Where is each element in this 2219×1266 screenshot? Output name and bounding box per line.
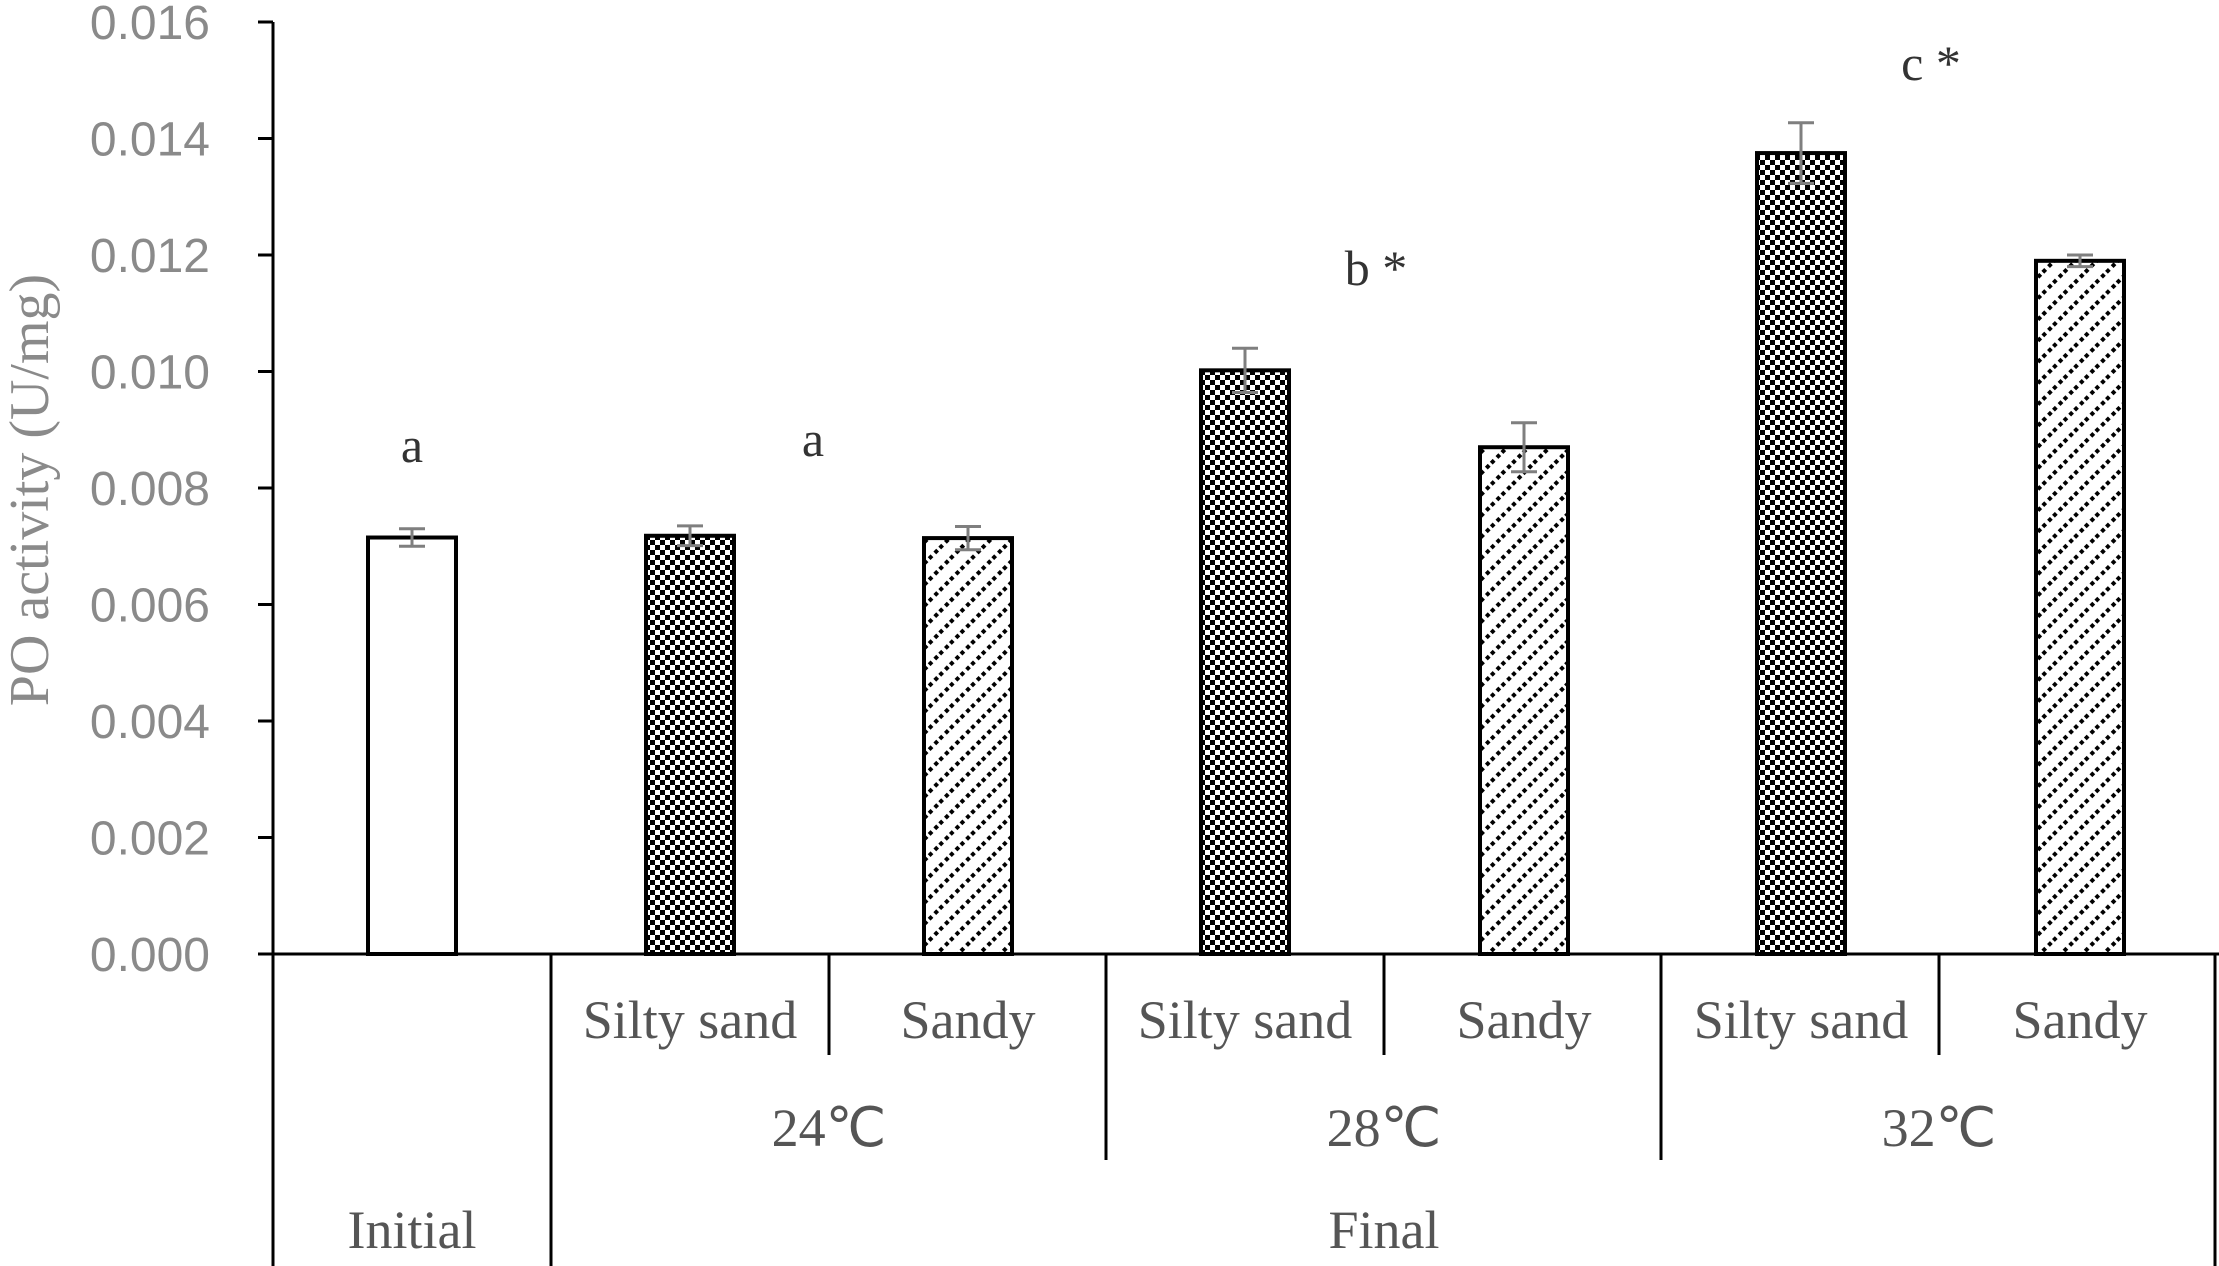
stage-label: Final [1328,1200,1439,1260]
bar [1199,368,1291,956]
y-tick-label: 0.014 [90,114,210,167]
y-tick-label: 0.012 [90,230,210,283]
soil-type-label: Silty sand [583,990,798,1050]
significance-label: a [401,417,423,473]
temperature-label: 24℃ [772,1098,887,1158]
bar [1478,445,1570,956]
bar [644,533,736,956]
y-axis-title: PO activity (U/mg) [0,274,61,706]
y-tick-label: 0.016 [90,0,210,50]
soil-type-label: Sandy [1457,990,1592,1050]
soil-type-label: Sandy [901,990,1036,1050]
bar [2034,258,2126,956]
y-tick-label: 0.002 [90,813,210,866]
significance-label: b * [1345,240,1408,296]
soil-type-label: Silty sand [1138,990,1353,1050]
significance-label: c * [1901,35,1961,91]
temperature-label: 32℃ [1882,1098,1997,1158]
y-tick-label: 0.000 [90,929,210,982]
y-tick-label: 0.006 [90,580,210,633]
soil-type-label: Silty sand [1694,990,1909,1050]
bar [1755,151,1847,956]
stage-label: Initial [348,1200,477,1260]
temperature-label: 28℃ [1327,1098,1442,1158]
bar [366,535,458,956]
bar [922,536,1014,956]
y-tick-label: 0.010 [90,347,210,400]
y-tick-label: 0.008 [90,463,210,516]
y-tick-label: 0.004 [90,696,210,749]
significance-label: a [802,411,824,467]
soil-type-label: Sandy [2013,990,2148,1050]
